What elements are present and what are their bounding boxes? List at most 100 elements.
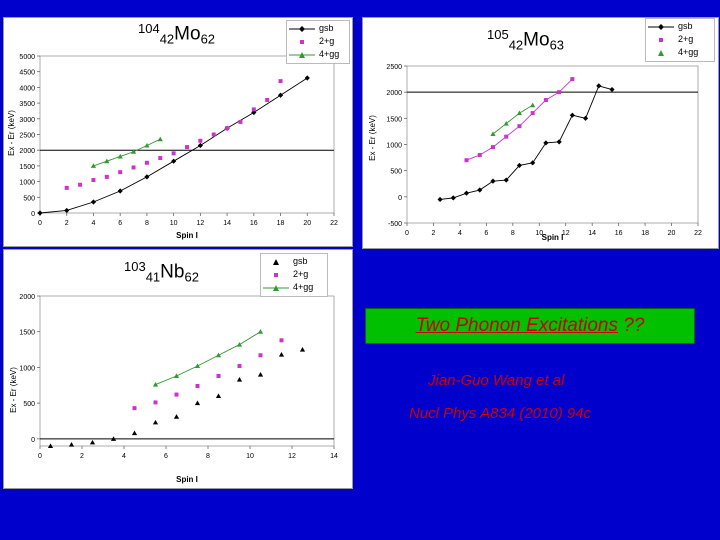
legend-2g-swatch bbox=[300, 40, 304, 44]
point-2g bbox=[195, 384, 200, 388]
point-2g bbox=[153, 400, 158, 405]
point-gsb bbox=[299, 346, 306, 352]
point-2g bbox=[64, 185, 69, 190]
x-tick-label: 6 bbox=[164, 453, 168, 460]
x-axis-label: Spin I bbox=[176, 231, 198, 240]
point-gsb bbox=[194, 400, 201, 406]
y-tick-label: 500 bbox=[23, 195, 35, 202]
y-tick-label: 2000 bbox=[386, 90, 402, 97]
x-tick-label: 16 bbox=[615, 230, 623, 237]
mass-number: 104 bbox=[138, 21, 160, 36]
legend-gsb: gsb bbox=[678, 21, 693, 31]
legend-gsb-swatch bbox=[648, 24, 674, 30]
point-2g bbox=[171, 151, 176, 156]
legend-2g: 2+g bbox=[319, 36, 335, 46]
x-tick-label: 14 bbox=[588, 230, 596, 237]
element-symbol: Nb bbox=[160, 261, 185, 283]
x-tick-label: 14 bbox=[223, 220, 231, 227]
y-tick-label: 3500 bbox=[19, 101, 35, 108]
point-2g bbox=[198, 138, 203, 143]
legend-mo105: gsb 2+g 4+gg bbox=[645, 18, 715, 62]
plot-area bbox=[406, 65, 699, 224]
point-2g bbox=[216, 374, 221, 378]
x-tick-label: 2 bbox=[432, 230, 436, 237]
x-tick-label: 16 bbox=[250, 220, 258, 227]
point-2g bbox=[158, 156, 163, 161]
point-gsb bbox=[516, 162, 523, 169]
title-main: Two Phonon Excitations bbox=[415, 315, 618, 336]
y-tick-label: 2000 bbox=[19, 294, 35, 301]
point-2g bbox=[91, 178, 96, 183]
point-4gg bbox=[503, 120, 509, 126]
legend-gsb: gsb bbox=[293, 256, 308, 266]
x-tick-label: 0 bbox=[405, 230, 409, 237]
y-axis-label: Ex - Er (keV) bbox=[9, 367, 18, 413]
point-gsb bbox=[236, 376, 243, 382]
point-gsb bbox=[173, 414, 180, 419]
point-4gg bbox=[144, 142, 150, 148]
x-tick-label: 22 bbox=[330, 220, 338, 227]
point-4gg bbox=[530, 102, 536, 108]
y-axis-label: Ex - Er (keV) bbox=[368, 115, 377, 161]
legend-4gg-swatch bbox=[658, 50, 664, 56]
point-2g bbox=[185, 145, 189, 150]
point-2g bbox=[78, 182, 83, 187]
point-gsb bbox=[47, 443, 54, 448]
nucleus-label-nb103: 10341Nb62 bbox=[118, 258, 205, 286]
legend-2g-swatch bbox=[274, 273, 278, 277]
neutron-number: 62 bbox=[200, 31, 216, 47]
y-tick-label: 0 bbox=[31, 437, 35, 444]
y-tick-label: 500 bbox=[23, 401, 35, 408]
x-axis-label: Spin I bbox=[542, 233, 564, 242]
y-tick-label: 1500 bbox=[19, 164, 35, 171]
series-line-4gg bbox=[155, 331, 261, 385]
y-tick-label: 1000 bbox=[386, 143, 402, 150]
atomic-number: 42 bbox=[159, 31, 175, 47]
x-tick-label: 20 bbox=[303, 220, 311, 227]
point-4gg bbox=[516, 110, 523, 116]
point-2g bbox=[237, 364, 242, 368]
point-2g bbox=[490, 145, 495, 150]
x-tick-label: 0 bbox=[38, 453, 42, 460]
point-2g bbox=[132, 406, 137, 411]
point-2g bbox=[211, 132, 216, 137]
legend-gsb: gsb bbox=[319, 23, 334, 33]
point-gsb bbox=[582, 115, 589, 121]
y-tick-label: -500 bbox=[388, 221, 402, 228]
point-2g bbox=[174, 392, 179, 397]
neutron-number: 63 bbox=[549, 37, 565, 53]
point-2g bbox=[225, 126, 230, 131]
point-gsb bbox=[304, 75, 310, 81]
x-tick-label: 6 bbox=[484, 230, 488, 237]
legend-gsb-swatch bbox=[273, 259, 279, 265]
point-gsb bbox=[131, 430, 138, 436]
legend-2g-swatch bbox=[659, 38, 663, 42]
y-axis-label: Ex - Er (keV) bbox=[7, 110, 16, 156]
chart-nb103: 0 500 1000 1500 2000 0 2 4 6 8 10 12 14 Spin I Ex - Er… bbox=[9, 294, 338, 484]
point-gsb bbox=[543, 140, 549, 146]
point-2g bbox=[104, 174, 109, 179]
point-2g bbox=[279, 338, 284, 343]
y-tick-label: 2500 bbox=[386, 64, 402, 71]
y-tick-label: 3000 bbox=[19, 117, 35, 124]
panel-nb103: 0 500 1000 1500 2000 0 2 4 6 8 10 12 14 Spin I Ex - Er… bbox=[3, 249, 353, 489]
atomic-number: 42 bbox=[508, 37, 524, 53]
point-4gg bbox=[104, 158, 110, 164]
point-2g bbox=[464, 158, 469, 163]
point-2g bbox=[144, 160, 149, 165]
point-4gg bbox=[152, 381, 159, 387]
point-4gg bbox=[90, 163, 97, 168]
y-tick-label: 1000 bbox=[19, 180, 35, 187]
x-tick-label: 8 bbox=[206, 453, 210, 460]
citation-journal: Nucl Phys A834 (2010) 94c bbox=[409, 405, 592, 422]
legend-4gg: 4+gg bbox=[319, 49, 340, 59]
x-tick-label: 12 bbox=[196, 220, 204, 227]
legend-4gg-swatch bbox=[289, 52, 315, 58]
x-tick-label: 8 bbox=[145, 220, 149, 227]
x-tick-label: 4 bbox=[122, 453, 126, 460]
point-4gg bbox=[236, 341, 243, 347]
y-tick-label: 1500 bbox=[386, 116, 402, 123]
point-gsb bbox=[596, 83, 602, 89]
point-gsb bbox=[37, 210, 43, 216]
x-tick-label: 4 bbox=[458, 230, 462, 237]
